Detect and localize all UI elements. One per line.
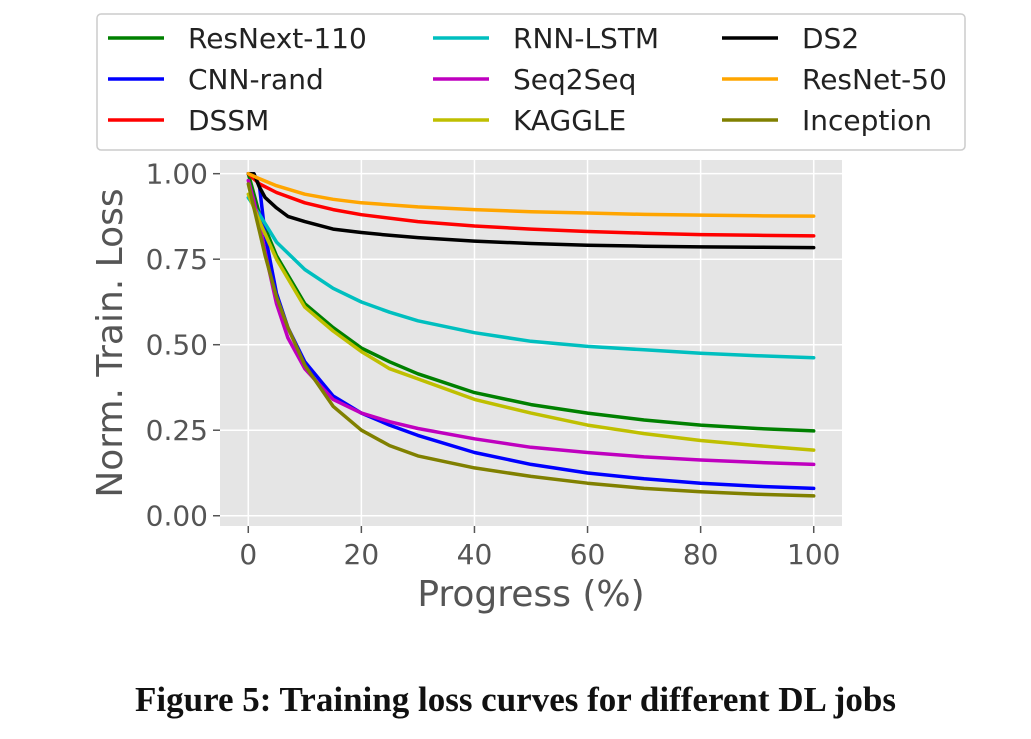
series-line-resnet-50 <box>246 171 816 218</box>
y-tick-label: 0.75 <box>146 243 208 276</box>
x-axis-label: Progress (%) <box>417 574 644 615</box>
figure-caption: Figure 5: Training loss curves for diffe… <box>135 680 896 719</box>
series-line-inception <box>246 182 816 498</box>
legend-label: RNN-LSTM <box>513 22 659 55</box>
legend-item-resnet-50: ResNet-50 <box>722 63 947 96</box>
legend-item-inception: Inception <box>722 104 932 137</box>
x-tick-label: 0 <box>239 538 257 571</box>
legend-item-dssm: DSSM <box>108 104 269 137</box>
legend-label: CNN-rand <box>188 63 324 96</box>
y-tick-label: 0.50 <box>146 329 208 362</box>
y-tick-label: 0.25 <box>146 414 208 447</box>
y-axis-label: Norm. Train. Loss <box>90 188 131 497</box>
legend-box <box>96 13 966 151</box>
series-lines <box>246 171 816 498</box>
series-line-dssm <box>246 171 816 238</box>
legend-item-cnn-rand: CNN-rand <box>108 63 324 96</box>
y-axis-ticks: 0.00 0.25 0.50 0.75 1.00 <box>146 158 220 533</box>
y-tick-label: 0.00 <box>146 500 208 533</box>
series-line-rnn-lstm <box>246 195 816 360</box>
y-tick-label: 1.00 <box>146 158 208 191</box>
legend-item-kaggle: KAGGLE <box>433 104 626 137</box>
plot-area: 0 20 40 60 80 100 0.00 0.25 0.50 0.75 1.00 <box>146 158 842 571</box>
x-tick-label: 100 <box>787 538 840 571</box>
x-tick-label: 80 <box>683 538 719 571</box>
series-line-kaggle <box>246 192 816 452</box>
legend-label: ResNet-50 <box>802 63 947 96</box>
series-line-ds2 <box>246 171 816 250</box>
legend: ResNext-110 CNN-rand DSSM RNN-LSTM Seq2Seq KA… <box>96 13 966 151</box>
legend-item-ds2: DS2 <box>722 22 859 55</box>
legend-label: Inception <box>802 104 932 137</box>
x-tick-label: 20 <box>344 538 380 571</box>
legend-label: KAGGLE <box>513 104 626 137</box>
x-axis-ticks: 0 20 40 60 80 100 <box>239 526 840 571</box>
legend-item-seq2seq: Seq2Seq <box>433 63 636 96</box>
x-tick-label: 60 <box>570 538 606 571</box>
legend-label: Seq2Seq <box>513 63 636 96</box>
legend-label: DS2 <box>802 22 859 55</box>
legend-label: ResNext-110 <box>188 22 367 55</box>
legend-label: DSSM <box>188 104 269 137</box>
grid <box>220 160 842 526</box>
legend-item-rnn-lstm: RNN-LSTM <box>433 22 659 55</box>
legend-item-resnext-110: ResNext-110 <box>108 22 367 55</box>
x-tick-label: 40 <box>457 538 493 571</box>
